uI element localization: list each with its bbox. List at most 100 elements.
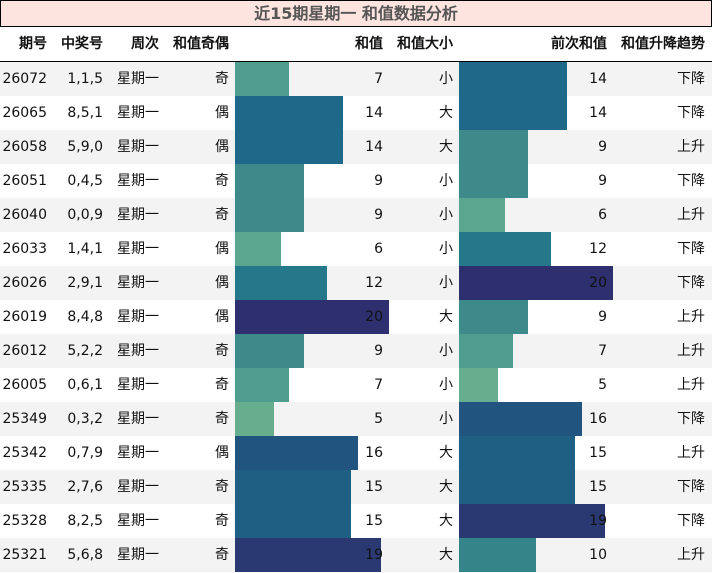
sum-bar <box>235 62 289 96</box>
table-row: 25321 5,6,8 星期一 奇 19 大 10 上升 <box>0 538 712 572</box>
trend-cell: 下降 <box>677 71 705 87</box>
weekday-cell: 星期一 <box>117 71 159 87</box>
prev-sum-value: 16 <box>589 411 607 427</box>
parity-cell: 奇 <box>215 343 229 359</box>
prev-sum-value: 15 <box>589 445 607 461</box>
size-cell: 小 <box>439 343 453 359</box>
numbers-cell: 5,6,8 <box>67 547 103 563</box>
sum-value: 9 <box>374 207 383 223</box>
parity-cell: 偶 <box>215 105 229 121</box>
numbers-cell: 0,0,9 <box>67 207 103 223</box>
table-row: 26033 1,4,1 星期一 偶 6 小 12 下降 <box>0 232 712 266</box>
sum-bar <box>235 436 359 470</box>
header-row: 期号 中奖号 周次 和值奇偶 和值 和值大小 前次和值 和值升降趋势 <box>0 27 712 62</box>
trend-cell: 上升 <box>677 547 705 563</box>
issue-cell: 26005 <box>2 377 47 393</box>
weekday-cell: 星期一 <box>117 377 159 393</box>
size-cell: 小 <box>439 71 453 87</box>
size-cell: 小 <box>439 377 453 393</box>
issue-cell: 26072 <box>2 71 47 87</box>
prev-sum-bar <box>459 334 513 368</box>
issue-cell: 26012 <box>2 343 47 359</box>
parity-cell: 偶 <box>215 445 229 461</box>
sum-bar <box>235 402 274 436</box>
sum-bar <box>235 504 351 538</box>
numbers-cell: 1,4,1 <box>67 241 103 257</box>
numbers-cell: 5,2,2 <box>67 343 103 359</box>
table-row: 26072 1,1,5 星期一 奇 7 小 14 下降 <box>0 62 712 96</box>
prev-sum-bar <box>459 232 552 266</box>
weekday-cell: 星期一 <box>117 139 159 155</box>
sum-bar <box>235 334 305 368</box>
table-title: 近15期星期一 和值数据分析 <box>0 0 712 27</box>
weekday-cell: 星期一 <box>117 105 159 121</box>
numbers-cell: 5,9,0 <box>67 139 103 155</box>
table-row: 25328 8,2,5 星期一 奇 15 大 19 下降 <box>0 504 712 538</box>
prev-sum-bar <box>459 436 575 470</box>
parity-cell: 偶 <box>215 241 229 257</box>
sum-bar <box>235 368 289 402</box>
weekday-cell: 星期一 <box>117 343 159 359</box>
parity-cell: 偶 <box>215 139 229 155</box>
issue-cell: 26040 <box>2 207 47 223</box>
size-cell: 小 <box>439 411 453 427</box>
sum-value: 9 <box>374 173 383 189</box>
table-row: 26040 0,0,9 星期一 奇 9 小 6 上升 <box>0 198 712 232</box>
trend-cell: 下降 <box>677 105 705 121</box>
table-row: 26019 8,4,8 星期一 偶 20 大 9 上升 <box>0 300 712 334</box>
table-row: 26051 0,4,5 星期一 奇 9 小 9 下降 <box>0 164 712 198</box>
size-cell: 小 <box>439 275 453 291</box>
issue-cell: 26026 <box>2 275 47 291</box>
issue-cell: 25349 <box>2 411 47 427</box>
table-row: 26005 0,6,1 星期一 奇 7 小 5 上升 <box>0 368 712 402</box>
header-prev-sum: 前次和值 <box>551 36 607 52</box>
trend-cell: 上升 <box>677 139 705 155</box>
sum-bar <box>235 198 305 232</box>
header-weekday: 周次 <box>131 36 159 52</box>
sum-bar <box>235 266 328 300</box>
weekday-cell: 星期一 <box>117 513 159 529</box>
prev-sum-bar <box>459 164 529 198</box>
issue-cell: 25342 <box>2 445 47 461</box>
parity-cell: 奇 <box>215 479 229 495</box>
sum-bar <box>235 130 343 164</box>
numbers-cell: 0,7,9 <box>67 445 103 461</box>
sum-value: 7 <box>374 377 383 393</box>
prev-sum-value: 9 <box>598 173 607 189</box>
numbers-cell: 1,1,5 <box>67 71 103 87</box>
prev-sum-value: 10 <box>589 547 607 563</box>
size-cell: 小 <box>439 173 453 189</box>
weekday-cell: 星期一 <box>117 479 159 495</box>
trend-cell: 下降 <box>677 241 705 257</box>
prev-sum-bar <box>459 504 606 538</box>
sum-value: 16 <box>365 445 383 461</box>
trend-cell: 下降 <box>677 173 705 189</box>
table-row: 25342 0,7,9 星期一 偶 16 大 15 上升 <box>0 436 712 470</box>
issue-cell: 26058 <box>2 139 47 155</box>
parity-cell: 奇 <box>215 547 229 563</box>
size-cell: 大 <box>439 309 453 325</box>
sum-value: 20 <box>365 309 383 325</box>
trend-cell: 下降 <box>677 513 705 529</box>
sum-value: 12 <box>365 275 383 291</box>
weekday-cell: 星期一 <box>117 547 159 563</box>
size-cell: 大 <box>439 547 453 563</box>
parity-cell: 偶 <box>215 275 229 291</box>
prev-sum-bar <box>459 62 567 96</box>
table-row: 26058 5,9,0 星期一 偶 14 大 9 上升 <box>0 130 712 164</box>
header-numbers: 中奖号 <box>61 36 103 52</box>
header-parity: 和值奇偶 <box>173 36 229 52</box>
header-sum: 和值 <box>355 36 383 52</box>
weekday-cell: 星期一 <box>117 275 159 291</box>
parity-cell: 奇 <box>215 173 229 189</box>
size-cell: 大 <box>439 513 453 529</box>
sum-value: 14 <box>365 105 383 121</box>
prev-sum-value: 9 <box>598 309 607 325</box>
weekday-cell: 星期一 <box>117 241 159 257</box>
issue-cell: 26019 <box>2 309 47 325</box>
parity-cell: 奇 <box>215 71 229 87</box>
numbers-cell: 0,4,5 <box>67 173 103 189</box>
weekday-cell: 星期一 <box>117 445 159 461</box>
prev-sum-bar <box>459 300 529 334</box>
